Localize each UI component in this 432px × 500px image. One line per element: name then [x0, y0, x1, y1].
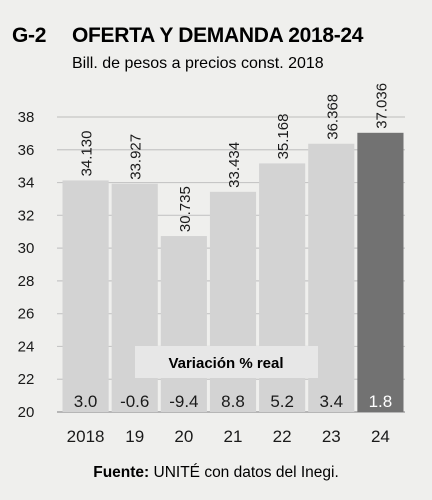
bar-24: [357, 132, 404, 412]
variation-value: 1.8: [369, 392, 393, 411]
variation-value: 3.0: [74, 392, 98, 411]
x-tick-label: 23: [322, 427, 341, 446]
source-text: UNITÉ con datos del Inegi.: [149, 464, 339, 481]
chart-subtitle: Bill. de pesos a precios const. 2018: [72, 55, 324, 72]
bar-value-label: 34.130: [79, 131, 96, 177]
y-tick-label: 36: [18, 142, 35, 159]
bar-20: [160, 236, 207, 412]
variation-value: 8.8: [221, 392, 245, 411]
x-tick-label: 22: [273, 427, 292, 446]
bar-value-label: 33.434: [226, 142, 243, 188]
bar-2018: [62, 180, 109, 412]
bar-value-label: 36.368: [324, 94, 341, 140]
variation-value: 3.4: [319, 392, 343, 411]
labels: G-2 OFERTA Y DEMANDA 2018-24 Bill. de pe…: [12, 24, 392, 481]
source-note: Fuente: UNITÉ con datos del Inegi.: [93, 464, 339, 481]
source-label: Fuente:: [93, 464, 149, 481]
bars: Variación % real: [62, 132, 404, 412]
bar-value-label: 35.168: [275, 114, 292, 160]
y-tick-label: 34: [18, 175, 35, 192]
y-tick-label: 22: [18, 371, 35, 388]
variation-value: -9.4: [169, 392, 198, 411]
bar-value-label: 37.036: [373, 83, 390, 129]
chart-title: OFERTA Y DEMANDA 2018-24: [72, 24, 364, 47]
x-tick-label: 21: [224, 427, 243, 446]
x-tick-label: 2018: [67, 427, 105, 446]
y-tick-label: 30: [18, 240, 35, 257]
variation-value: 5.2: [270, 392, 294, 411]
y-tick-label: 24: [18, 338, 35, 355]
y-tick-label: 20: [18, 404, 35, 421]
bar-value-label: 33.927: [128, 134, 145, 180]
chart-figure-id: G-2: [12, 24, 46, 47]
bar-21: [209, 191, 257, 412]
x-tick-label: 20: [174, 427, 193, 446]
y-tick-label: 38: [18, 109, 35, 126]
y-tick-label: 26: [18, 306, 35, 323]
y-tick-label: 28: [18, 273, 35, 290]
y-tick-label: 32: [18, 207, 35, 224]
x-tick-label: 24: [371, 427, 390, 446]
variation-title: Variación % real: [168, 355, 283, 372]
variation-banner: [135, 346, 318, 378]
variation-value: -0.6: [120, 392, 149, 411]
bar-value-label: 30.735: [177, 186, 194, 232]
x-tick-label: 19: [125, 427, 144, 446]
